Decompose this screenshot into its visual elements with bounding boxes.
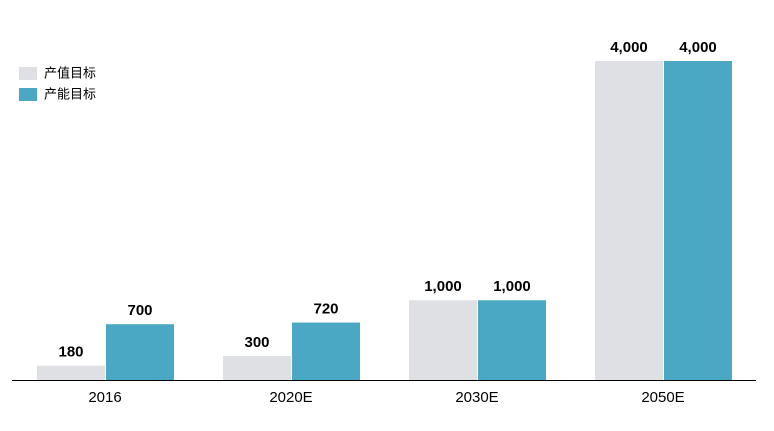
x-tick-label: 2050E (641, 389, 684, 406)
bar (409, 300, 477, 380)
x-tick-label: 2030E (455, 389, 498, 406)
value-label: 1,000 (493, 278, 531, 295)
bar (664, 61, 732, 380)
x-tick-label: 2016 (88, 389, 121, 406)
value-label: 700 (127, 302, 152, 319)
legend-swatch (19, 67, 37, 80)
value-label: 1,000 (424, 278, 462, 295)
bar (595, 61, 663, 380)
value-label: 4,000 (610, 39, 648, 56)
bar (37, 365, 105, 380)
value-label: 4,000 (679, 39, 717, 56)
value-label: 300 (244, 334, 269, 351)
bar (223, 356, 291, 380)
legend-label: 产能目标 (44, 88, 96, 103)
x-tick-label: 2020E (269, 389, 312, 406)
value-label: 180 (58, 344, 83, 361)
legend-swatch (19, 88, 37, 101)
bar (478, 300, 546, 380)
value-label: 720 (313, 301, 338, 318)
bar (292, 322, 360, 380)
legend-label: 产值目标 (44, 66, 96, 82)
bar (106, 324, 174, 380)
